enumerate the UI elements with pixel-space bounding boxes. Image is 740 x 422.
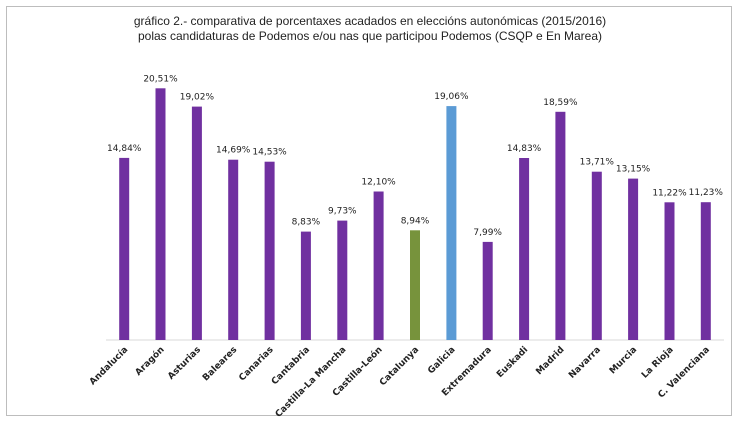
bar	[155, 88, 166, 340]
bar	[591, 171, 602, 340]
data-label: 11,23%	[689, 188, 724, 198]
data-label: 19,06%	[434, 92, 469, 102]
data-label: 8,94%	[401, 216, 430, 226]
data-label: 14,84%	[107, 144, 142, 154]
data-label: 12,10%	[361, 178, 396, 188]
data-label: 13,71%	[580, 158, 615, 168]
bar	[446, 106, 457, 340]
data-label: 11,22%	[652, 188, 687, 198]
data-label: 14,69%	[216, 146, 251, 156]
bar	[482, 241, 493, 340]
category-label: Andalucía	[88, 345, 130, 387]
category-label: La Rioja	[640, 345, 676, 381]
data-label: 7,99%	[473, 228, 502, 238]
data-label: 14,53%	[252, 148, 287, 158]
data-label: 8,83%	[292, 218, 321, 228]
category-label: Murcia	[608, 345, 639, 376]
category-label: Euskadi	[495, 345, 530, 380]
bar	[191, 106, 202, 340]
bar	[228, 159, 239, 340]
category-label: Asturias	[166, 345, 203, 382]
bar	[300, 231, 311, 340]
category-label: Canarias	[237, 345, 275, 383]
data-label: 14,83%	[507, 144, 542, 154]
bar	[700, 202, 711, 340]
data-label: 20,51%	[143, 74, 178, 84]
data-label: 13,15%	[616, 165, 651, 175]
category-label: Castilla-La Mancha	[274, 345, 349, 420]
category-label: Baleares	[201, 345, 239, 383]
category-label: Navarra	[567, 345, 603, 381]
chart-title: gráfico 2.- comparativa de porcentaxes a…	[133, 14, 607, 28]
bar	[628, 178, 639, 340]
category-label: Aragón	[133, 344, 167, 378]
data-label: 18,59%	[543, 98, 578, 108]
bar	[119, 157, 130, 340]
bar	[519, 158, 530, 340]
bar	[410, 230, 420, 340]
data-label: 9,73%	[328, 207, 357, 217]
category-label: Madrid	[534, 345, 566, 377]
bar	[664, 202, 675, 340]
category-label: Galicia	[426, 345, 457, 376]
category-label: Catalunya	[378, 345, 421, 388]
bar	[337, 220, 348, 340]
chart-subtitle: polas candidaturas de Podemos e/ou nas q…	[137, 29, 603, 43]
bar	[264, 161, 275, 340]
bar	[555, 111, 566, 340]
bar	[373, 191, 384, 340]
data-label: 19,02%	[180, 93, 215, 103]
